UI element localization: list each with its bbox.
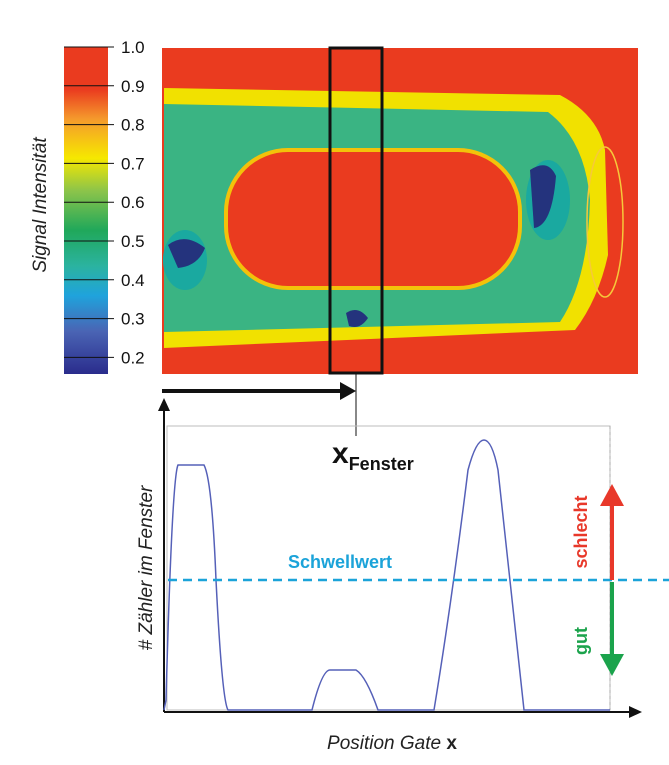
heatmap-center-rim bbox=[224, 148, 522, 290]
threshold-label: Schwellwert bbox=[288, 552, 392, 572]
heatmap-center-hotspot bbox=[226, 150, 520, 288]
colorbar-tick-label: 0.4 bbox=[121, 271, 145, 290]
good-arrow bbox=[600, 582, 624, 676]
signal-curve bbox=[163, 439, 610, 711]
heatmap-edge-arc bbox=[586, 146, 624, 298]
heatmap bbox=[162, 48, 638, 374]
lower-x-label-var: x bbox=[446, 733, 457, 754]
colorbar-tick-label: 0.3 bbox=[121, 310, 145, 329]
colorbar-tick-label: 0.7 bbox=[121, 154, 145, 173]
lower-y-label: # Zähler im Fenster bbox=[136, 485, 157, 650]
colorbar-tick-label: 1.0 bbox=[121, 38, 145, 57]
position-arrow bbox=[162, 382, 356, 400]
heatmap-blue-spot-right bbox=[530, 165, 556, 228]
colorbar-tick-label: 0.2 bbox=[121, 348, 145, 367]
heatmap-blue-spot-left bbox=[168, 239, 205, 268]
colorbar-tick-label: 0.8 bbox=[121, 116, 145, 135]
lower-x-label: Position Gate x bbox=[327, 733, 457, 754]
good-label: gut bbox=[571, 627, 591, 655]
bad-label: schlecht bbox=[571, 495, 591, 568]
lower-x-label-text: Position Gate bbox=[327, 733, 446, 754]
colorbar-tick-label: 0.6 bbox=[121, 193, 145, 212]
colorbar-gradient bbox=[64, 47, 108, 374]
window-label-sub: Fenster bbox=[349, 454, 414, 474]
colorbar-title: Signal Intensität bbox=[30, 137, 51, 273]
window-label: xFenster bbox=[332, 437, 414, 474]
window-label-main: x bbox=[332, 437, 349, 470]
colorbar-tick-label: 0.5 bbox=[121, 232, 145, 251]
bad-arrow bbox=[600, 484, 624, 580]
lower-plot-axes bbox=[158, 398, 642, 718]
colorbar-ticks: 1.0 0.9 0.8 0.7 0.6 0.5 0.4 0.3 0.2 bbox=[64, 38, 145, 367]
heatmap-blue-spot-center bbox=[346, 309, 368, 327]
colorbar: 1.0 0.9 0.8 0.7 0.6 0.5 0.4 0.3 0.2 bbox=[64, 38, 145, 374]
colorbar-tick-label: 0.9 bbox=[121, 77, 145, 96]
